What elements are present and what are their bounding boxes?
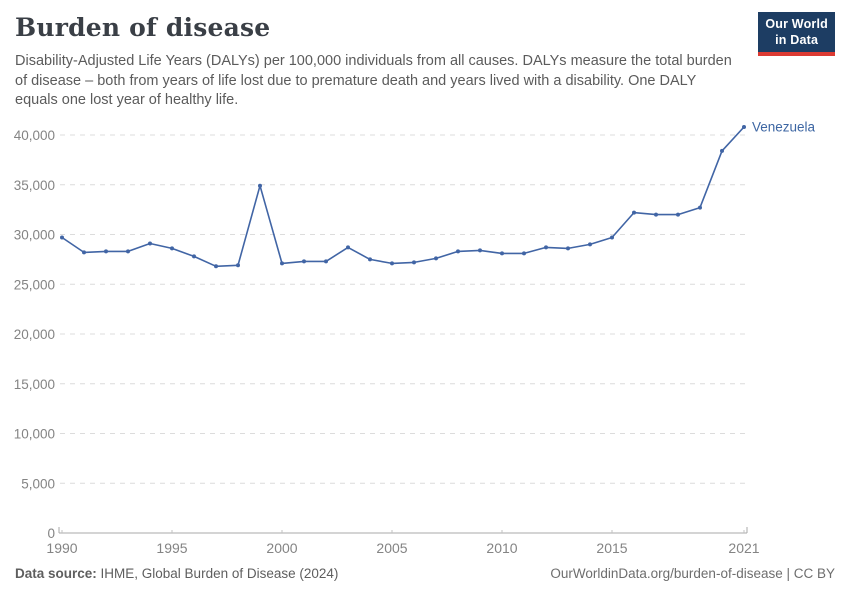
chart-title: Burden of disease <box>15 13 271 42</box>
x-tick-label: 2021 <box>728 540 759 556</box>
data-point[interactable] <box>258 183 262 188</box>
chart-footer: Data source: IHME, Global Burden of Dise… <box>15 566 835 581</box>
data-point[interactable] <box>60 235 64 240</box>
data-point[interactable] <box>390 261 394 266</box>
y-tick-label: 35,000 <box>14 178 55 193</box>
chart-subtitle: Disability-Adjusted Life Years (DALYs) p… <box>15 53 732 108</box>
data-source-value: IHME, Global Burden of Disease (2024) <box>96 566 339 581</box>
series-label: Venezuela <box>752 120 816 135</box>
x-tick-label: 2000 <box>266 540 297 556</box>
data-point[interactable] <box>214 264 218 269</box>
data-point[interactable] <box>544 245 548 250</box>
owid-logo[interactable]: Our World in Data <box>758 12 835 56</box>
owid-logo-line1: Our World <box>765 17 828 31</box>
y-tick-label: 0 <box>47 526 55 541</box>
data-source: Data source: IHME, Global Burden of Dise… <box>15 566 338 581</box>
x-tick-label: 1995 <box>156 540 187 556</box>
data-point[interactable] <box>654 212 658 217</box>
y-tick-label: 10,000 <box>14 427 55 442</box>
data-point[interactable] <box>302 259 306 264</box>
data-point[interactable] <box>478 248 482 253</box>
y-tick-label: 5,000 <box>21 476 55 491</box>
y-tick-label: 40,000 <box>14 128 55 143</box>
data-point[interactable] <box>126 249 130 254</box>
y-tick-label: 30,000 <box>14 228 55 243</box>
data-point[interactable] <box>676 212 680 217</box>
data-point[interactable] <box>610 235 614 240</box>
data-point[interactable] <box>720 148 724 153</box>
x-tick-label: 2010 <box>486 540 517 556</box>
footer-credit[interactable]: OurWorldinData.org/burden-of-disease | C… <box>550 566 835 581</box>
data-point[interactable] <box>346 245 350 250</box>
data-point[interactable] <box>522 251 526 256</box>
x-tick-label: 1990 <box>46 540 77 556</box>
data-point[interactable] <box>368 257 372 262</box>
line-chart[interactable]: 0 5,000 10,000 15,000 20,000 25,000 30,000 35,0… <box>0 108 850 566</box>
data-point[interactable] <box>632 210 636 215</box>
data-point[interactable] <box>434 256 438 261</box>
data-point[interactable] <box>148 241 152 246</box>
y-tick-label: 20,000 <box>14 327 55 342</box>
x-tick-label: 2005 <box>376 540 407 556</box>
data-line[interactable] <box>61 126 745 268</box>
data-point[interactable] <box>170 246 174 251</box>
owid-logo-line2: in Data <box>775 33 819 47</box>
data-point[interactable] <box>698 205 702 210</box>
data-point[interactable] <box>324 259 328 264</box>
data-point[interactable] <box>412 260 416 265</box>
y-tick-label: 15,000 <box>14 377 55 392</box>
data-point[interactable] <box>104 249 108 254</box>
data-source-label: Data source: <box>15 566 97 581</box>
data-point[interactable] <box>280 261 284 266</box>
data-point[interactable] <box>456 249 460 254</box>
data-point[interactable] <box>236 263 240 268</box>
x-tick-label: 2015 <box>596 540 627 556</box>
data-point[interactable] <box>500 251 504 256</box>
data-point[interactable] <box>82 250 86 255</box>
data-point[interactable] <box>192 254 196 259</box>
y-tick-label: 25,000 <box>14 277 55 292</box>
data-point[interactable] <box>566 246 570 251</box>
data-point[interactable] <box>588 242 592 247</box>
data-point[interactable] <box>742 125 746 129</box>
